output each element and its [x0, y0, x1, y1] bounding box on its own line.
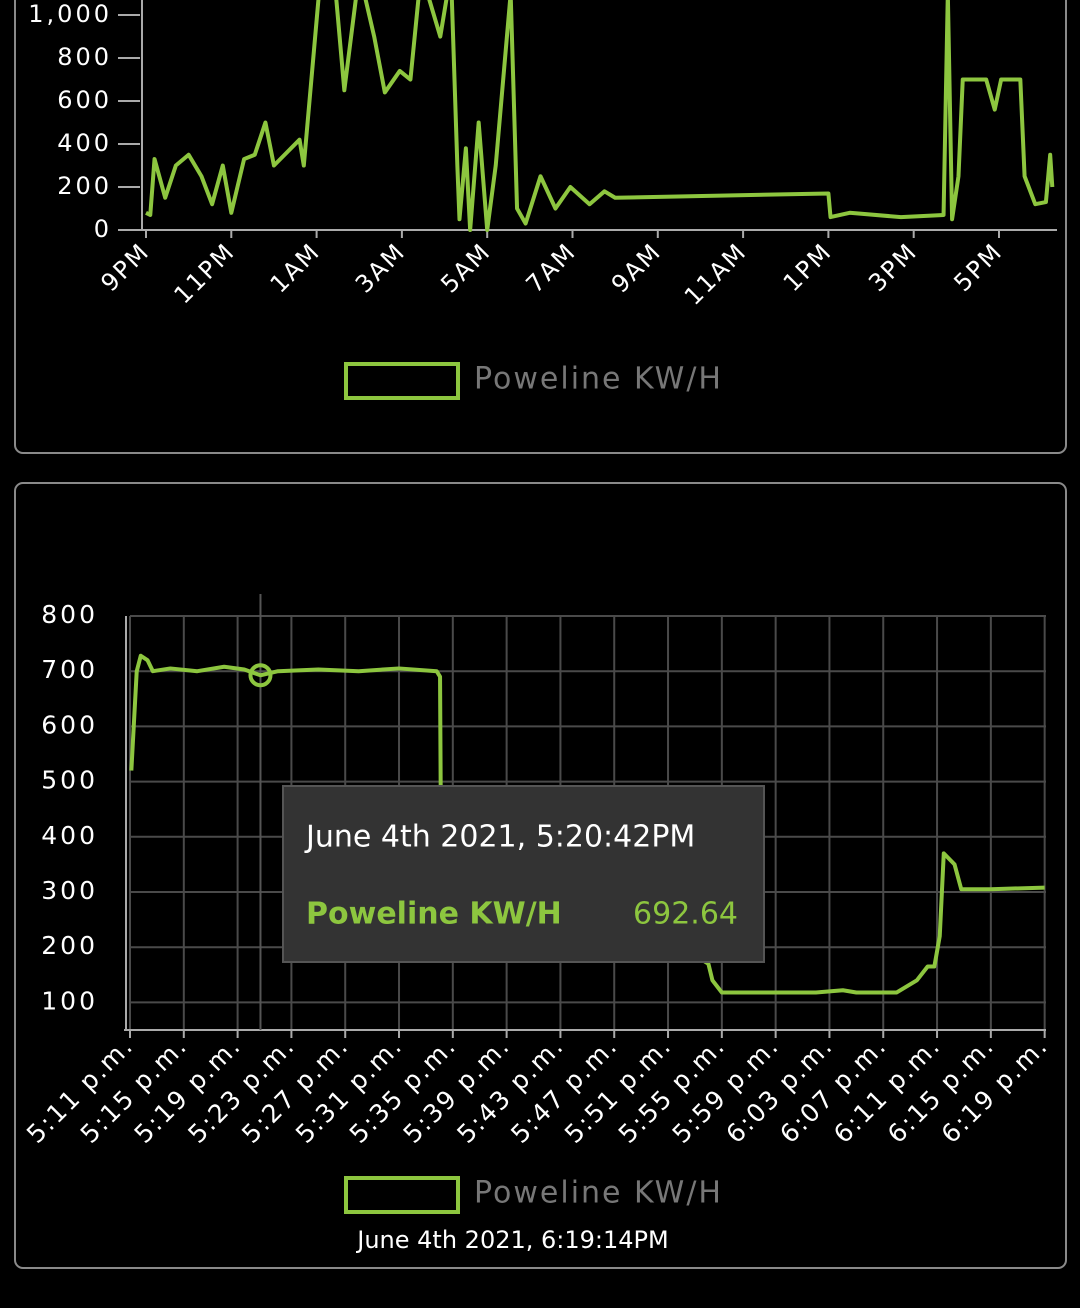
- x-tick-label: 11PM: [169, 237, 241, 309]
- y-tick-label: 200: [41, 931, 98, 960]
- tooltip-value: 692.64: [633, 897, 738, 932]
- legend-label: Poweline KW/H: [474, 1176, 723, 1211]
- y-tick-label: 700: [41, 655, 98, 684]
- y-tick-label: 800: [41, 600, 98, 629]
- y-tick-label: 800: [57, 43, 112, 71]
- x-tick-label: 9PM: [95, 237, 155, 297]
- chart-card: [14, 0, 1067, 454]
- data-line: [145, 0, 1055, 232]
- y-tick-label: 500: [41, 766, 98, 795]
- tooltip-title: June 4th 2021, 5:20:42PM: [304, 820, 695, 855]
- y-tick-label: 0: [94, 215, 112, 243]
- x-tick-label: 9AM: [606, 237, 667, 298]
- hover-point: [248, 663, 273, 688]
- caption: June 4th 2021, 6:19:14PM: [355, 1226, 668, 1254]
- chart-card: [14, 482, 1067, 1269]
- x-tick-label: 1PM: [778, 237, 838, 297]
- x-tick-label: 1AM: [265, 237, 326, 298]
- y-tick-label: 600: [41, 710, 98, 739]
- x-tick-label: 3PM: [863, 237, 923, 297]
- y-tick-label: 400: [57, 129, 112, 157]
- legend-label: Poweline KW/H: [474, 362, 723, 397]
- y-tick-label: 400: [41, 821, 98, 850]
- tooltip-series: Poweline KW/H: [306, 897, 562, 932]
- x-tick-label: 11AM: [679, 237, 752, 310]
- x-tick-label: 5AM: [435, 237, 496, 298]
- x-tick-label: 5PM: [948, 237, 1008, 297]
- tooltip: [282, 785, 765, 963]
- legend-swatch: [344, 362, 460, 400]
- legend-swatch: [344, 1176, 460, 1214]
- y-tick-label: 100: [41, 986, 98, 1015]
- y-tick-label: 1,000: [28, 0, 112, 28]
- y-tick-label: 600: [57, 86, 112, 114]
- x-tick-label: 3AM: [350, 237, 411, 298]
- x-tick-label: 7AM: [521, 237, 582, 298]
- y-tick-label: 300: [41, 876, 98, 905]
- y-tick-label: 200: [57, 172, 112, 200]
